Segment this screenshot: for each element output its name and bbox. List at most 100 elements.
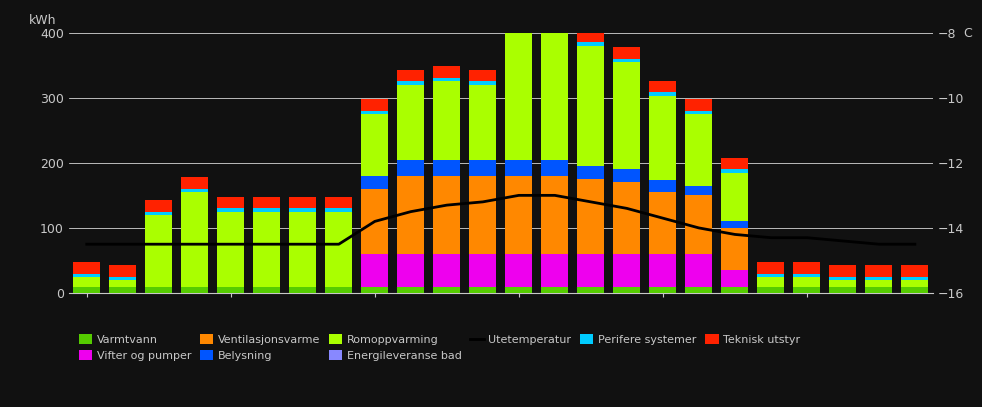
Bar: [433, 81, 461, 160]
Bar: [182, 287, 208, 293]
Bar: [541, 287, 569, 293]
Bar: [469, 70, 496, 81]
Bar: [614, 59, 640, 62]
Legend: Varmtvann, Vifter og pumper, Ventilasjonsvarme, Belysning, Romoppvarming, Energi: Varmtvann, Vifter og pumper, Ventilasjon…: [75, 330, 804, 365]
Bar: [506, 254, 532, 287]
Bar: [649, 92, 677, 96]
Bar: [614, 254, 640, 287]
Bar: [217, 197, 245, 208]
Bar: [506, 23, 532, 160]
Bar: [217, 212, 245, 287]
Bar: [469, 160, 496, 176]
Y-axis label: kWh: kWh: [29, 14, 57, 27]
Bar: [74, 277, 100, 287]
Bar: [865, 287, 893, 293]
Bar: [865, 280, 893, 287]
Bar: [398, 81, 424, 85]
Bar: [506, 176, 532, 254]
Bar: [433, 66, 461, 78]
Bar: [541, 176, 569, 254]
Bar: [757, 287, 785, 293]
Bar: [901, 287, 928, 293]
Bar: [109, 265, 136, 277]
Bar: [722, 173, 748, 221]
Bar: [506, 20, 532, 23]
Bar: [649, 81, 677, 92]
Bar: [649, 96, 677, 180]
Bar: [109, 280, 136, 287]
Bar: [469, 176, 496, 254]
Bar: [145, 200, 172, 212]
Bar: [433, 287, 461, 293]
Bar: [109, 277, 136, 280]
Bar: [649, 254, 677, 287]
Bar: [290, 208, 316, 212]
Bar: [398, 254, 424, 287]
Bar: [722, 221, 748, 228]
Bar: [361, 99, 388, 111]
Bar: [253, 212, 280, 287]
Bar: [325, 287, 353, 293]
Bar: [614, 47, 640, 59]
Bar: [290, 287, 316, 293]
Bar: [757, 277, 785, 287]
Bar: [182, 189, 208, 192]
Bar: [182, 192, 208, 287]
Bar: [253, 208, 280, 212]
Bar: [398, 85, 424, 160]
Bar: [398, 70, 424, 81]
Bar: [361, 111, 388, 114]
Bar: [614, 62, 640, 169]
Bar: [901, 277, 928, 280]
Bar: [793, 262, 820, 274]
Bar: [577, 166, 604, 179]
Bar: [217, 287, 245, 293]
Bar: [469, 85, 496, 160]
Bar: [506, 287, 532, 293]
Bar: [290, 212, 316, 287]
Bar: [865, 277, 893, 280]
Bar: [685, 195, 712, 254]
Bar: [830, 280, 856, 287]
Bar: [109, 287, 136, 293]
Bar: [577, 31, 604, 42]
Bar: [541, 23, 569, 26]
Bar: [469, 287, 496, 293]
Bar: [74, 287, 100, 293]
Bar: [757, 262, 785, 274]
Bar: [830, 287, 856, 293]
Bar: [433, 160, 461, 176]
Bar: [722, 228, 748, 270]
Bar: [398, 287, 424, 293]
Bar: [253, 197, 280, 208]
Bar: [830, 277, 856, 280]
Bar: [361, 287, 388, 293]
Bar: [325, 197, 353, 208]
Bar: [577, 42, 604, 46]
Bar: [145, 215, 172, 287]
Bar: [649, 287, 677, 293]
Bar: [614, 182, 640, 254]
Bar: [361, 176, 388, 189]
Bar: [793, 274, 820, 277]
Bar: [722, 158, 748, 169]
Bar: [830, 265, 856, 277]
Bar: [145, 212, 172, 215]
Bar: [722, 169, 748, 173]
Bar: [685, 99, 712, 111]
Bar: [433, 176, 461, 254]
Bar: [145, 287, 172, 293]
Bar: [361, 114, 388, 176]
Bar: [722, 270, 748, 287]
Bar: [433, 78, 461, 81]
Bar: [290, 197, 316, 208]
Bar: [577, 46, 604, 166]
Bar: [325, 208, 353, 212]
Bar: [901, 280, 928, 287]
Y-axis label: C: C: [963, 27, 972, 40]
Bar: [793, 287, 820, 293]
Bar: [685, 111, 712, 114]
Bar: [182, 177, 208, 189]
Bar: [253, 287, 280, 293]
Bar: [901, 265, 928, 277]
